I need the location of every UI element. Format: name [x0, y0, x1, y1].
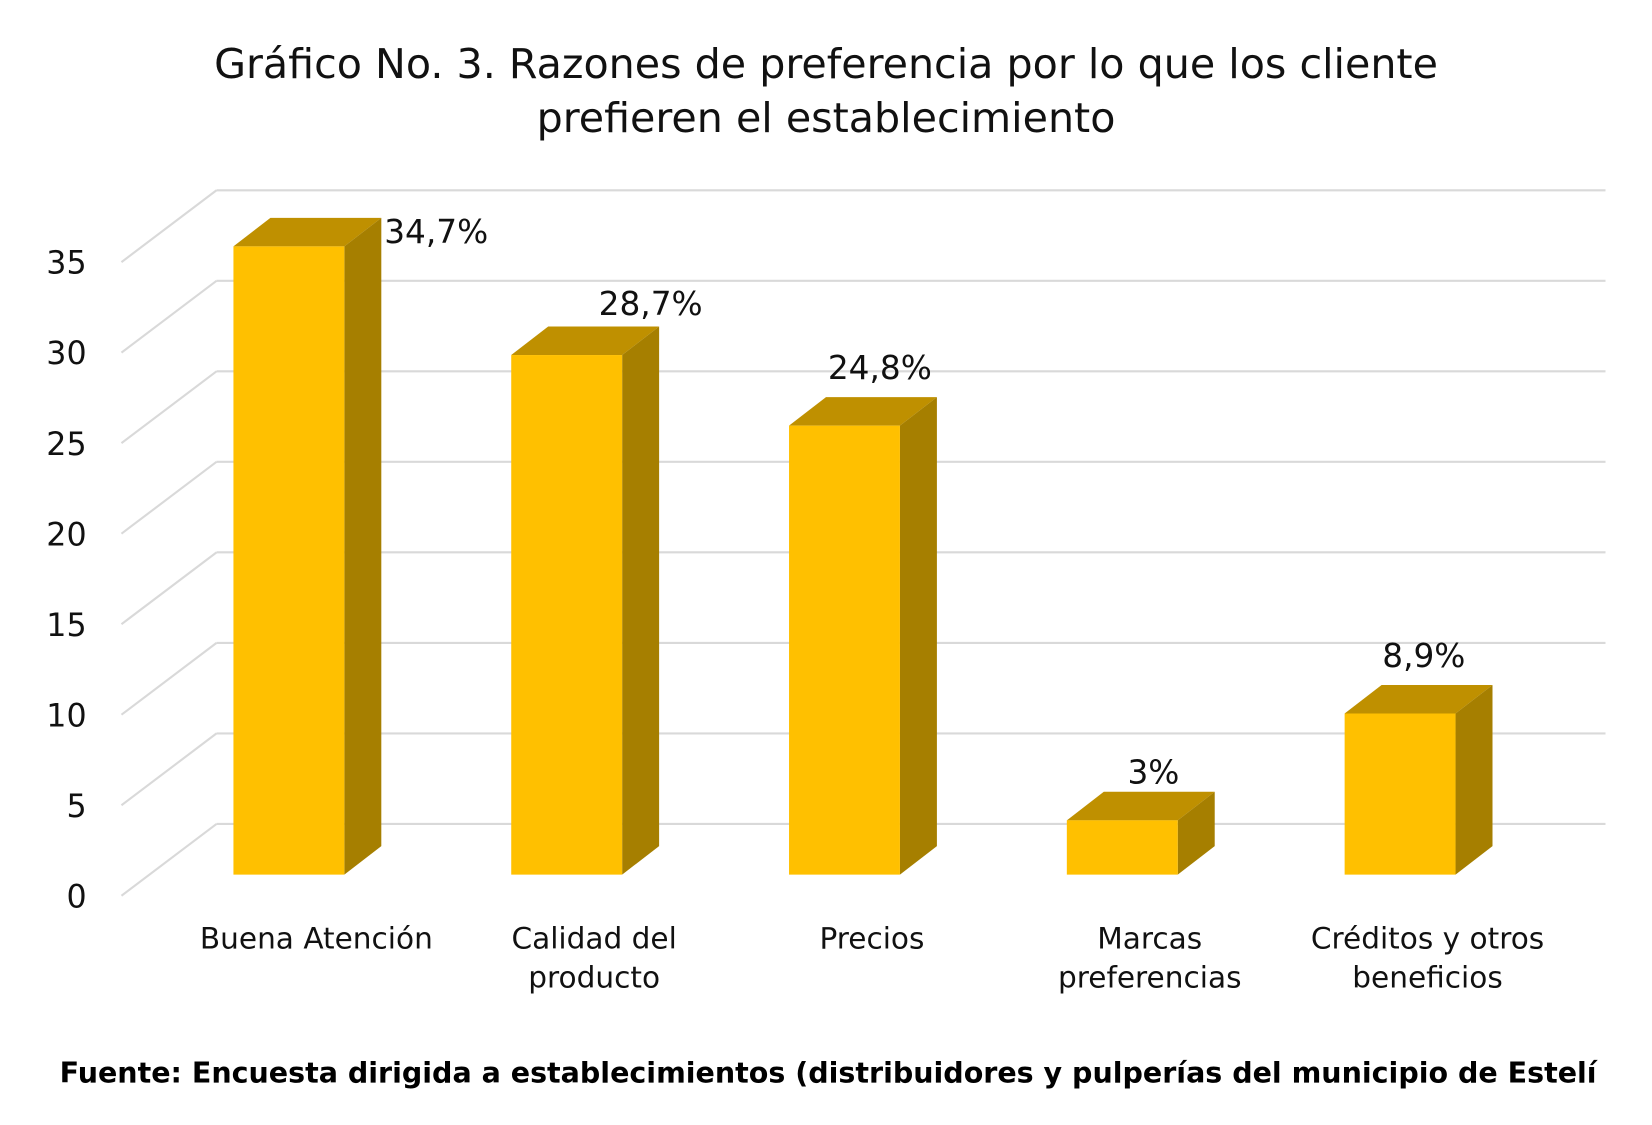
data-label: 3% [1127, 753, 1179, 791]
bar-front-face [1066, 820, 1178, 875]
chart-title-line-2: prefieren el establecimiento [537, 94, 1116, 142]
bar-top-face [233, 217, 382, 247]
x-category-label: Calidad del [511, 922, 676, 956]
gridline-side [120, 189, 218, 263]
chart-title-line-1: Gráfico No. 3. Razones de preferencia po… [214, 40, 1438, 88]
x-category-label: Precios [819, 922, 924, 956]
y-tick-label: 30 [46, 336, 86, 372]
y-tick-label: 35 [46, 246, 86, 282]
y-tick-label: 0 [66, 879, 86, 915]
x-category-label: Buena Atención [200, 922, 433, 956]
data-label: 28,7% [599, 285, 703, 323]
bar-front-face [789, 425, 900, 875]
bar-side-face [344, 217, 382, 875]
x-category-label: producto [528, 961, 660, 995]
bar-side-face [899, 397, 937, 875]
bar [511, 326, 660, 875]
gridline-side [120, 732, 218, 807]
x-category-label: beneficios [1352, 961, 1502, 995]
source-note: Fuente: Encuesta dirigida a establecimie… [60, 1057, 1599, 1090]
bar [1066, 791, 1215, 875]
bar-top-face [1344, 684, 1493, 714]
gridline-side [120, 642, 218, 716]
data-labels: 34,7% 28,7% 24,8% 3% 8,9% [384, 213, 1465, 791]
y-tick-label: 5 [66, 789, 86, 825]
x-axis-labels: Buena Atención Calidad del producto Precios… [200, 922, 1544, 995]
bar [1344, 684, 1493, 875]
y-tick-label: 20 [46, 517, 86, 553]
x-category-label: Marcas [1097, 922, 1202, 956]
bar [233, 217, 382, 875]
bars [233, 217, 1493, 875]
y-tick-label: 25 [46, 427, 86, 463]
bar-front-face [511, 355, 623, 875]
gridline-side [120, 279, 218, 354]
bar-side-face [1455, 684, 1493, 875]
data-label: 8,9% [1382, 637, 1465, 675]
bar-side-face [622, 326, 660, 875]
gridline-side [120, 460, 218, 535]
gridline-side [120, 823, 218, 897]
gridline-side [120, 551, 218, 626]
bar-top-face [1066, 791, 1215, 821]
y-tick-label: 10 [46, 698, 86, 734]
bar-side-face [1177, 791, 1215, 875]
gridline-side [120, 370, 218, 444]
bar-front-face [233, 246, 345, 875]
bar-top-face [511, 326, 660, 356]
x-category-label: Créditos y otros [1311, 922, 1544, 956]
y-axis-ticks: 0 5 10 15 20 25 30 35 [46, 246, 86, 916]
bar-top-face [789, 397, 937, 426]
bar [789, 397, 937, 875]
x-category-label: preferencias [1058, 961, 1241, 995]
y-tick-label: 15 [46, 608, 86, 644]
data-label: 24,8% [828, 349, 932, 387]
data-label: 34,7% [384, 213, 488, 251]
bar-front-face [1344, 713, 1456, 875]
